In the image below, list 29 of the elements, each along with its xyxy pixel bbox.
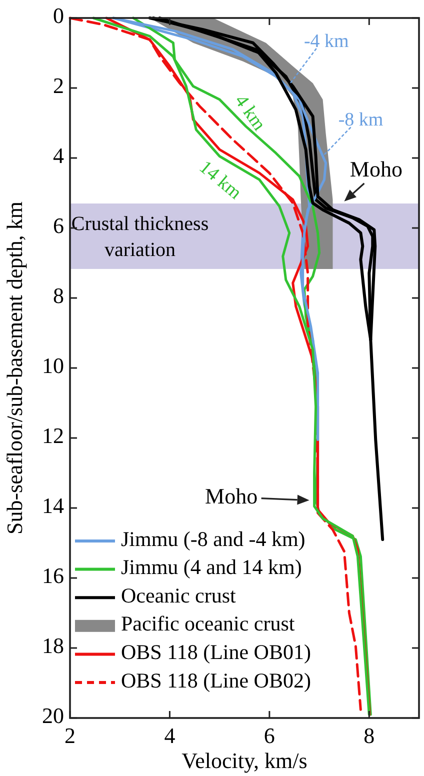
y-tick-label: 18 bbox=[42, 633, 64, 658]
y-tick-label: 12 bbox=[42, 423, 64, 448]
legend-label: OBS 118 (Line OB02) bbox=[121, 668, 311, 692]
annotation: 4 km bbox=[230, 91, 270, 135]
x-tick-label: 4 bbox=[164, 723, 176, 748]
y-tick-label: 6 bbox=[53, 213, 64, 238]
band-label: Crustal thickness variation bbox=[71, 213, 209, 262]
legend-label: OBS 118 (Line OB01) bbox=[121, 640, 311, 664]
y-tick-label: 10 bbox=[42, 353, 64, 378]
y-tick-label: 8 bbox=[53, 283, 64, 308]
x-tick-label: 6 bbox=[264, 723, 275, 748]
legend-label: Jimmu (-8 and -4 km) bbox=[121, 526, 306, 551]
annotation: Moho bbox=[350, 156, 402, 182]
y-axis-title: Sub-seafloor/sub-basement depth, km bbox=[2, 202, 27, 534]
x-tick-label: 8 bbox=[364, 723, 375, 748]
y-tick-label: 14 bbox=[42, 493, 64, 518]
annotation: 14 km bbox=[195, 156, 246, 204]
legend-label: Pacific oceanic crust bbox=[121, 612, 295, 636]
y-tick-label: 0 bbox=[53, 3, 64, 28]
y-tick-label: 20 bbox=[42, 703, 64, 728]
legend-label: Oceanic crust bbox=[121, 583, 236, 608]
x-axis-title: Velocity, km/s bbox=[182, 748, 308, 773]
annotation: Moho bbox=[205, 483, 258, 508]
y-tick-label: 2 bbox=[53, 73, 64, 98]
annotation: -8 km bbox=[338, 110, 384, 131]
y-tick-label: 4 bbox=[53, 143, 64, 168]
annotation: -4 km bbox=[304, 30, 350, 52]
y-tick-label: 16 bbox=[42, 563, 64, 588]
legend-label: Jimmu (4 and 14 km) bbox=[121, 555, 302, 580]
